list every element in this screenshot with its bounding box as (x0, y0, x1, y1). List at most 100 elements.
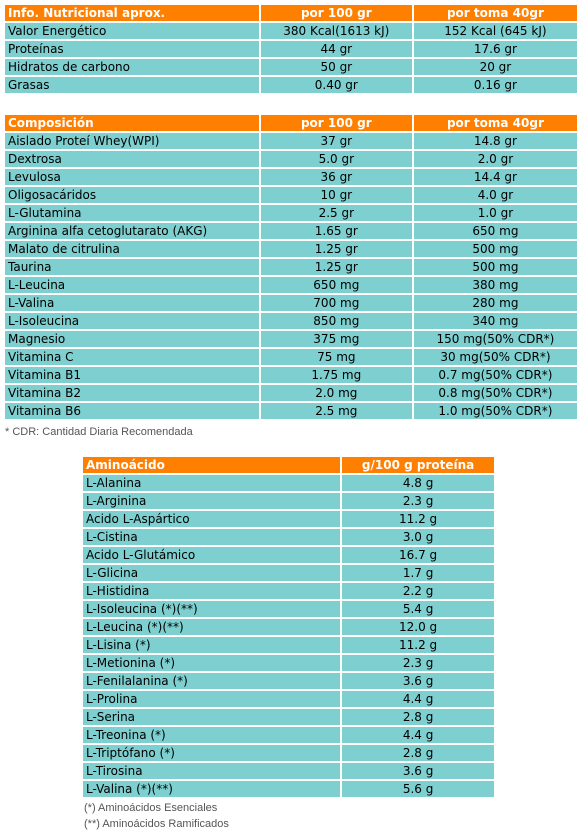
row-label: Vitamina B6 (5, 403, 259, 419)
composition-row: Vitamina B6 2.5 mg 1.0 mg(50% CDR*) (5, 403, 577, 419)
row-value: 152 Kcal (645 kJ) (413, 23, 577, 39)
row-value: 5.4 g (342, 601, 494, 617)
row-label: Oligosacáridos (5, 187, 259, 203)
row-value: 700 mg (260, 295, 412, 311)
nutrition-table: Info. Nutricional aprox. por 100 gr por … (3, 3, 579, 95)
row-value: 0.8 mg(50% CDR*) (413, 385, 577, 401)
nutrition-row: Grasas 0.40 gr 0.16 gr (5, 77, 577, 93)
composition-row: Magnesio 375 mg 150 mg(50% CDR*) (5, 331, 577, 347)
amino-row: Acido L-Aspártico 11.2 g (83, 511, 494, 527)
row-value: 5.0 gr (260, 151, 412, 167)
row-label: Hidratos de carbono (5, 59, 259, 75)
row-value: 10 gr (260, 187, 412, 203)
row-value: 1.25 gr (260, 259, 412, 275)
row-value: 650 mg (413, 223, 577, 239)
row-value: 50 gr (260, 59, 412, 75)
row-value: 14.4 gr (413, 169, 577, 185)
amino-header-value: g/100 g proteína (342, 457, 494, 473)
row-value: 280 mg (413, 295, 577, 311)
row-value: 150 mg(50% CDR*) (413, 331, 577, 347)
row-value: 4.4 g (342, 727, 494, 743)
row-value: 1.0 mg(50% CDR*) (413, 403, 577, 419)
row-value: 75 mg (260, 349, 412, 365)
row-value: 1.75 mg (260, 367, 412, 383)
row-value: 1.65 gr (260, 223, 412, 239)
row-value: 1.0 gr (413, 205, 577, 221)
composition-row: Levulosa 36 gr 14.4 gr (5, 169, 577, 185)
amino-header-row: Aminoácido g/100 g proteína (83, 457, 494, 473)
row-label: L-Triptófano (*) (83, 745, 341, 761)
amino-row: L-Alanina 4.8 g (83, 475, 494, 491)
amino-row: L-Isoleucina (*)(**) 5.4 g (83, 601, 494, 617)
row-value: 0.40 gr (260, 77, 412, 93)
row-value: 0.7 mg(50% CDR*) (413, 367, 577, 383)
nutrition-row: Hidratos de carbono 50 gr 20 gr (5, 59, 577, 75)
row-label: Malato de citrulina (5, 241, 259, 257)
row-label: Vitamina B2 (5, 385, 259, 401)
row-label: L-Isoleucina (*)(**) (83, 601, 341, 617)
amino-row: L-Lisina (*) 11.2 g (83, 637, 494, 653)
amino-row: L-Serina 2.8 g (83, 709, 494, 725)
composition-header-label: Composición (5, 115, 259, 131)
row-value: 2.0 gr (413, 151, 577, 167)
amino-row: L-Metionina (*) 2.3 g (83, 655, 494, 671)
composition-header-row: Composición por 100 gr por toma 40gr (5, 115, 577, 131)
row-value: 4.0 gr (413, 187, 577, 203)
composition-row: L-Isoleucina 850 mg 340 mg (5, 313, 577, 329)
row-value: 0.16 gr (413, 77, 577, 93)
row-value: 3.6 g (342, 763, 494, 779)
nutrition-row: Valor Energético 380 Kcal(1613 kJ) 152 Kca… (5, 23, 577, 39)
row-value: 380 mg (413, 277, 577, 293)
composition-row: Arginina alfa cetoglutarato (AKG) 1.65 gr… (5, 223, 577, 239)
amino-row: L-Tirosina 3.6 g (83, 763, 494, 779)
row-label: L-Prolina (83, 691, 341, 707)
row-value: 36 gr (260, 169, 412, 185)
composition-header-per-serving: por toma 40gr (413, 115, 577, 131)
row-value: 2.5 mg (260, 403, 412, 419)
amino-row: L-Fenilalanina (*) 3.6 g (83, 673, 494, 689)
composition-row: Vitamina B1 1.75 mg 0.7 mg(50% CDR*) (5, 367, 577, 383)
amino-row: L-Arginina 2.3 g (83, 493, 494, 509)
row-label: Proteínas (5, 41, 259, 57)
row-label: L-Glicina (83, 565, 341, 581)
composition-header-per100: por 100 gr (260, 115, 412, 131)
row-value: 4.4 g (342, 691, 494, 707)
nutrition-header-per100: por 100 gr (260, 5, 412, 21)
composition-row: Vitamina C 75 mg 30 mg(50% CDR*) (5, 349, 577, 365)
nutrition-row: Proteínas 44 gr 17.6 gr (5, 41, 577, 57)
row-label: L-Valina (*)(**) (83, 781, 341, 797)
amino-acid-table: Aminoácido g/100 g proteína L-Alanina 4.8… (81, 455, 496, 799)
row-label: L-Metionina (*) (83, 655, 341, 671)
row-value: 30 mg(50% CDR*) (413, 349, 577, 365)
row-value: 2.8 g (342, 745, 494, 761)
row-label: Vitamina B1 (5, 367, 259, 383)
row-value: 1.7 g (342, 565, 494, 581)
row-label: L-Histidina (83, 583, 341, 599)
essential-footnote: (*) Aminoácidos Esenciales (84, 802, 218, 814)
amino-row: L-Treonina (*) 4.4 g (83, 727, 494, 743)
row-label: Acido L-Glutámico (83, 547, 341, 563)
composition-row: Aislado Proteí Whey(WPI) 37 gr 14.8 gr (5, 133, 577, 149)
composition-row: Taurina 1.25 gr 500 mg (5, 259, 577, 275)
row-value: 850 mg (260, 313, 412, 329)
row-value: 2.5 gr (260, 205, 412, 221)
row-value: 12.0 g (342, 619, 494, 635)
row-label: Taurina (5, 259, 259, 275)
row-label: Grasas (5, 77, 259, 93)
amino-row: L-Prolina 4.4 g (83, 691, 494, 707)
composition-row: Malato de citrulina 1.25 gr 500 mg (5, 241, 577, 257)
row-label: L-Fenilalanina (*) (83, 673, 341, 689)
row-value: 3.0 g (342, 529, 494, 545)
row-value: 5.6 g (342, 781, 494, 797)
amino-row: L-Histidina 2.2 g (83, 583, 494, 599)
row-value: 340 mg (413, 313, 577, 329)
amino-row: L-Cistina 3.0 g (83, 529, 494, 545)
row-value: 11.2 g (342, 637, 494, 653)
row-value: 17.6 gr (413, 41, 577, 57)
composition-row: L-Valina 700 mg 280 mg (5, 295, 577, 311)
nutrition-header-row: Info. Nutricional aprox. por 100 gr por … (5, 5, 577, 21)
row-label: L-Glutamina (5, 205, 259, 221)
row-label: L-Alanina (83, 475, 341, 491)
row-value: 500 mg (413, 259, 577, 275)
composition-table: Composición por 100 gr por toma 40gr Ais… (3, 113, 579, 421)
